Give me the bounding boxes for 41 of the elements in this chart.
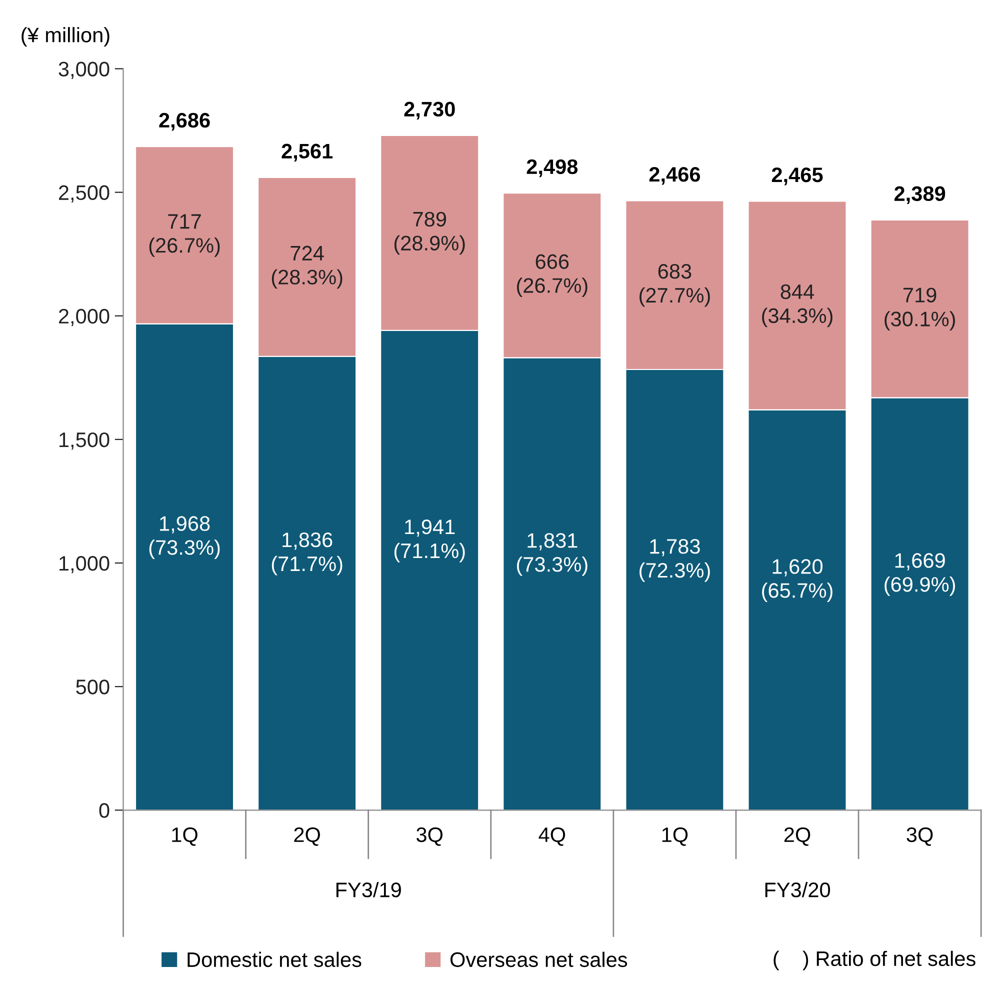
data-label: 1,941 (71.1%) [394, 520, 465, 562]
total-label: 2,389 [894, 186, 946, 204]
text: FY3/20 [765, 882, 830, 898]
y-tick-label: 2,000 [58, 308, 110, 326]
y-tick-label: 0 [99, 803, 110, 818]
x-tick-label: 3Q [906, 827, 933, 846]
total-label: 2,561 [282, 144, 333, 162]
data-label: 1,836 (71.7%) [272, 532, 342, 576]
x-tick-label: 4Q [538, 827, 566, 846]
text: ( ) Ratio of net sales [774, 950, 976, 970]
data-label: 724 (28.3%) [272, 246, 342, 289]
data-label: 844 (34.3%) [762, 284, 832, 328]
x-tick-label: 2Q [294, 827, 320, 846]
data-label: 789 (28.9%) [394, 212, 465, 255]
legend-label: Domestic net sales [188, 952, 362, 968]
total-label: 2,466 [649, 167, 700, 185]
total-label: 2,498 [526, 159, 578, 178]
x-tick-label: 3Q [416, 827, 443, 846]
total-label: 2,686 [159, 112, 210, 131]
data-label: 719 (30.1%) [884, 288, 955, 331]
y-tick-label: 500 [76, 680, 110, 694]
data-label: 1,620 (65.7%) [762, 559, 832, 602]
data-label: 1,669 (69.9%) [884, 553, 955, 596]
data-label: 717 (26.7%) [149, 214, 220, 257]
y-axis-title: (¥ million) [22, 27, 110, 46]
total-label: 2,465 [772, 168, 823, 186]
y-tick-label: 3,000 [58, 62, 110, 79]
data-label: 666 (26.7%) [516, 254, 588, 298]
data-label: 1,831 (73.3%) [516, 533, 588, 576]
y-tick-label: 2,500 [58, 185, 110, 203]
legend-label: Overseas net sales [450, 952, 628, 968]
data-label: 1,783 (72.3%) [640, 539, 710, 582]
x-tick-label: 2Q [784, 827, 810, 846]
y-tick-label: 1,500 [60, 432, 110, 450]
data-label: 1,968 (73.3%) [149, 516, 220, 559]
data-label: 683 (27.7%) [640, 264, 710, 307]
y-tick-label: 1,000 [60, 556, 110, 574]
text: FY3/19 [336, 882, 401, 898]
x-tick-label: 1Q [172, 827, 198, 846]
x-tick-label: 1Q [662, 827, 688, 846]
total-label: 2,730 [404, 102, 455, 120]
